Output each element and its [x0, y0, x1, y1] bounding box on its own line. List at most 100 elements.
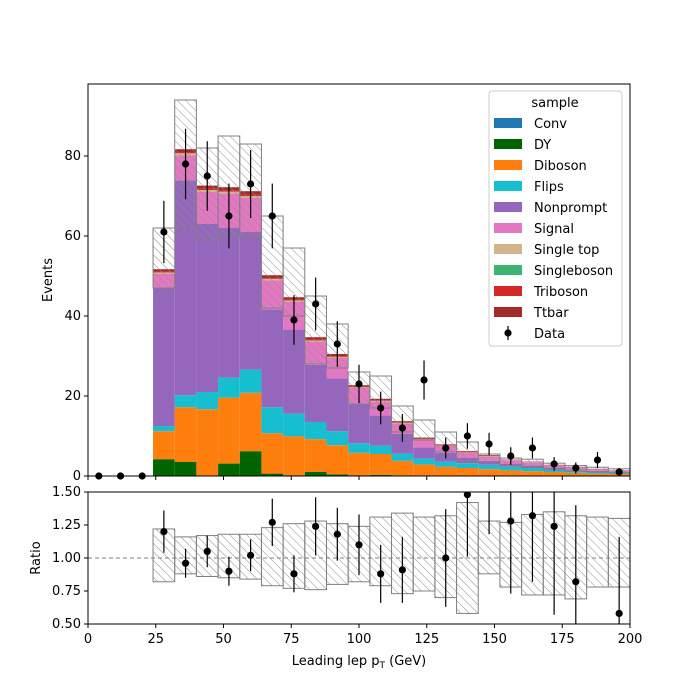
bar-diboson — [413, 464, 435, 476]
bar-nonprompt — [218, 228, 240, 378]
data-point — [485, 440, 493, 448]
ratio-point — [550, 522, 558, 530]
bar-dy — [326, 474, 349, 476]
data-point — [160, 228, 168, 236]
x-axis-label-unit: (GeV) — [385, 654, 426, 669]
ratio-point — [355, 541, 363, 549]
legend-swatch — [494, 139, 522, 149]
ratio-band-bin — [586, 516, 609, 588]
bar-dy — [218, 463, 240, 476]
bar-flips — [174, 395, 197, 408]
ratio-y-axis-label: Ratio — [29, 541, 44, 574]
ratio-point — [398, 566, 406, 574]
x-axis-label-subscript: T — [378, 661, 385, 671]
bar-diboson — [153, 431, 175, 460]
legend-swatch — [494, 265, 522, 275]
bar-diboson — [456, 468, 479, 476]
data-point — [268, 212, 276, 220]
ratio-point — [528, 512, 537, 520]
bar-flips — [434, 461, 457, 467]
legend-swatch — [494, 307, 522, 317]
ratio-point — [507, 517, 515, 525]
data-point — [290, 316, 298, 324]
legend-label: Signal — [534, 222, 574, 237]
data-point — [463, 432, 471, 440]
bar-flips — [261, 407, 284, 434]
bar-flips — [369, 445, 392, 454]
x-tick-label: 150 — [482, 632, 507, 647]
x-axis-label: Leading lep pT (GeV) — [292, 654, 426, 671]
legend-frame — [488, 90, 623, 347]
bar-diboson — [261, 433, 284, 474]
legend-label: Single top — [534, 243, 599, 258]
bar-flips — [326, 431, 349, 446]
data-point — [398, 424, 406, 432]
data-point — [333, 340, 341, 348]
ratio-point — [290, 570, 298, 578]
ratio-y-tick-label: 0.50 — [52, 617, 81, 632]
bar-flips — [196, 392, 219, 410]
data-point — [312, 300, 320, 308]
y-tick-label: 80 — [64, 149, 81, 164]
x-tick-label: 200 — [618, 632, 643, 647]
bar-diboson — [586, 473, 609, 476]
bar-nonprompt — [153, 288, 175, 426]
bar-nonprompt — [413, 447, 435, 459]
ratio-band-bin — [412, 516, 436, 592]
ratio-y-tick-label: 1.25 — [52, 518, 81, 533]
bar-diboson — [326, 445, 349, 475]
ratio-point — [377, 570, 385, 578]
legend-swatch — [494, 160, 522, 170]
bar-diboson — [543, 472, 565, 476]
bar-nonprompt — [239, 232, 262, 370]
uncertainty-band-bin — [412, 419, 436, 441]
bar-diboson — [434, 466, 457, 476]
bar-diboson — [283, 436, 305, 476]
bar-diboson — [304, 439, 327, 472]
bar-diboson — [521, 471, 544, 476]
data-point — [615, 468, 623, 476]
x-axis-label-main: Leading lep p — [292, 654, 380, 669]
ratio-point — [268, 518, 276, 526]
main-y-ticks: 0 20 40 60 80 — [64, 149, 88, 484]
data-point — [247, 180, 255, 188]
bar-diboson — [391, 460, 414, 476]
ratio-point — [463, 492, 471, 499]
ratio-point — [615, 609, 623, 618]
main-x-ticks — [87, 476, 631, 480]
bar-diboson — [239, 392, 262, 452]
bar-flips — [239, 369, 262, 393]
legend-swatch — [494, 202, 522, 212]
bar-diboson — [369, 454, 392, 475]
bar-diboson — [196, 409, 219, 476]
bar-flips — [391, 453, 414, 461]
bar-nonprompt — [348, 403, 370, 444]
data-point — [507, 452, 515, 460]
ratio-point — [203, 547, 211, 556]
bar-diboson — [499, 470, 522, 476]
legend-label: Conv — [534, 117, 567, 132]
bar-dy — [369, 474, 392, 476]
ratio-point — [225, 567, 233, 575]
ratio-point — [247, 551, 255, 559]
bar-flips — [499, 466, 522, 471]
uncertainty-band-bin — [521, 458, 544, 468]
bar-flips — [153, 426, 175, 432]
ratio-y-tick-label: 1.00 — [52, 551, 81, 566]
legend-data-marker — [504, 329, 512, 337]
ratio-y-ticks: 0.50 0.75 1.00 1.25 1.50 — [52, 485, 88, 632]
bar-flips — [304, 422, 327, 440]
ratio-points — [160, 492, 623, 624]
bar-dy — [153, 459, 175, 476]
bar-flips — [413, 458, 435, 465]
x-tick-label: 75 — [283, 632, 300, 647]
bar-nonprompt — [196, 224, 219, 392]
data-point — [355, 380, 363, 388]
bar-diboson — [564, 472, 587, 476]
data-point — [377, 404, 385, 412]
ratio-point — [572, 578, 580, 586]
legend-items: Conv DY Diboson Flips Nonprompt Signal Single … — [494, 117, 613, 342]
ratio-point — [442, 554, 450, 562]
bar-flips — [283, 413, 305, 437]
